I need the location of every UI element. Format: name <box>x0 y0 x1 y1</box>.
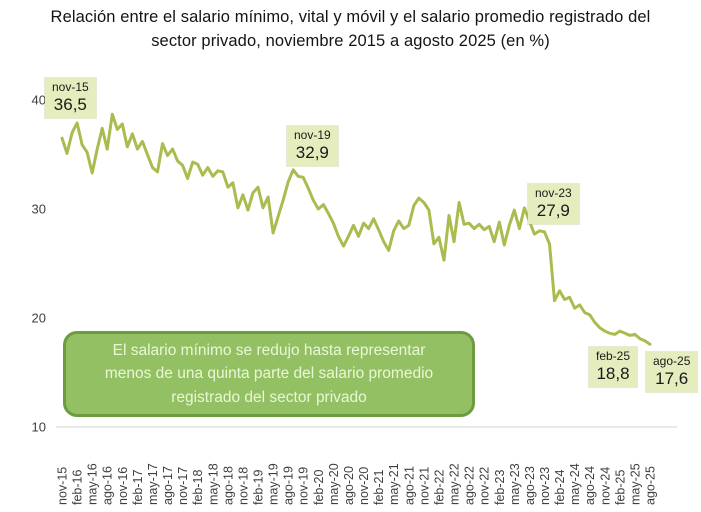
callout-text: El salario mínimo se redujo hasta repres… <box>104 342 434 406</box>
x-axis-tick-label: nov-15 <box>56 467 70 505</box>
x-axis-tick-label: ago-25 <box>644 466 658 505</box>
y-axis-tick-label: 40 <box>32 93 46 108</box>
x-axis-tick-label: ago-18 <box>221 466 235 505</box>
x-axis-tick-label: feb-25 <box>613 470 627 505</box>
x-axis-tick-label: may-17 <box>146 463 160 505</box>
x-axis-tick-label: nov-21 <box>417 467 431 505</box>
annotation-nov-15: nov-15 36,5 <box>45 78 96 119</box>
x-axis-tick-label: nov-20 <box>357 467 371 505</box>
x-axis-tick-label: nov-22 <box>478 467 492 505</box>
x-axis-tick-label: may-24 <box>568 463 582 505</box>
x-axis-tick-label: feb-20 <box>312 470 326 505</box>
annotation-feb-25: feb-25 18,8 <box>589 347 638 388</box>
x-axis-tick-label: feb-18 <box>191 470 205 505</box>
x-axis-tick-label: ago-24 <box>583 466 597 505</box>
x-axis-tick-label: feb-17 <box>131 470 145 505</box>
salary-ratio-line <box>60 112 652 346</box>
x-axis-tick-label: ago-23 <box>523 466 537 505</box>
annotation-value: 36,5 <box>53 95 87 114</box>
x-axis-tick-label: may-23 <box>508 463 522 505</box>
x-axis-tick-label: may-25 <box>629 463 643 505</box>
x-axis-tick-label: ago-20 <box>342 466 356 505</box>
x-axis-tick-label: ago-17 <box>161 466 175 505</box>
annotation-label: feb-25 <box>596 349 631 363</box>
annotation-label: nov-23 <box>535 186 572 200</box>
x-axis-tick-label: feb-21 <box>372 470 386 505</box>
x-axis-tick-label: ago-21 <box>402 466 416 505</box>
y-axis-tick-label: 20 <box>32 311 46 326</box>
callout-box: El salario mínimo se redujo hasta repres… <box>63 331 475 417</box>
x-axis-tick-label: feb-16 <box>71 470 85 505</box>
x-axis-tick-label: nov-16 <box>116 467 130 505</box>
x-axis-tick-label: feb-22 <box>432 470 446 505</box>
annotation-ago-25: ago-25 17,6 <box>646 352 698 393</box>
x-axis-tick-label: may-16 <box>86 463 100 505</box>
annotation-label: nov-19 <box>294 128 331 142</box>
x-axis-tick-label: may-20 <box>327 463 341 505</box>
x-axis-tick-label: nov-23 <box>538 467 552 505</box>
annotation-value: 18,8 <box>596 364 630 383</box>
x-axis-tick-label: may-19 <box>267 463 281 505</box>
y-axis-tick-label: 10 <box>32 420 46 435</box>
x-axis-tick-label: nov-17 <box>176 467 190 505</box>
annotation-label: nov-15 <box>52 80 89 94</box>
x-axis-tick-label: feb-23 <box>493 470 507 505</box>
chart-title: Relación entre el salario mínimo, vital … <box>50 8 651 50</box>
x-axis-tick-label: feb-24 <box>553 470 567 505</box>
annotation-value: 17,6 <box>655 369 689 388</box>
x-axis-tick-label: nov-24 <box>598 467 612 505</box>
annotation-value: 27,9 <box>536 201 570 220</box>
x-axis-tick-label: may-18 <box>206 463 220 505</box>
x-axis-tick-label: feb-19 <box>252 470 266 505</box>
x-axis-tick-label: may-21 <box>387 463 401 505</box>
annotation-label: ago-25 <box>653 354 691 368</box>
annotation-nov-23: nov-23 27,9 <box>528 184 579 225</box>
x-axis-tick-label: ago-22 <box>463 466 477 505</box>
y-axis-tick-label: 30 <box>32 202 46 217</box>
annotation-value: 32,9 <box>295 143 329 162</box>
x-axis-tick-label: nov-19 <box>297 467 311 505</box>
x-axis-tick-label: ago-19 <box>282 466 296 505</box>
annotation-nov-19: nov-19 32,9 <box>287 126 338 167</box>
x-axis-tick-label: may-22 <box>448 463 462 505</box>
x-axis-tick-label: nov-18 <box>236 467 250 505</box>
x-axis-tick-label: ago-16 <box>101 466 115 505</box>
